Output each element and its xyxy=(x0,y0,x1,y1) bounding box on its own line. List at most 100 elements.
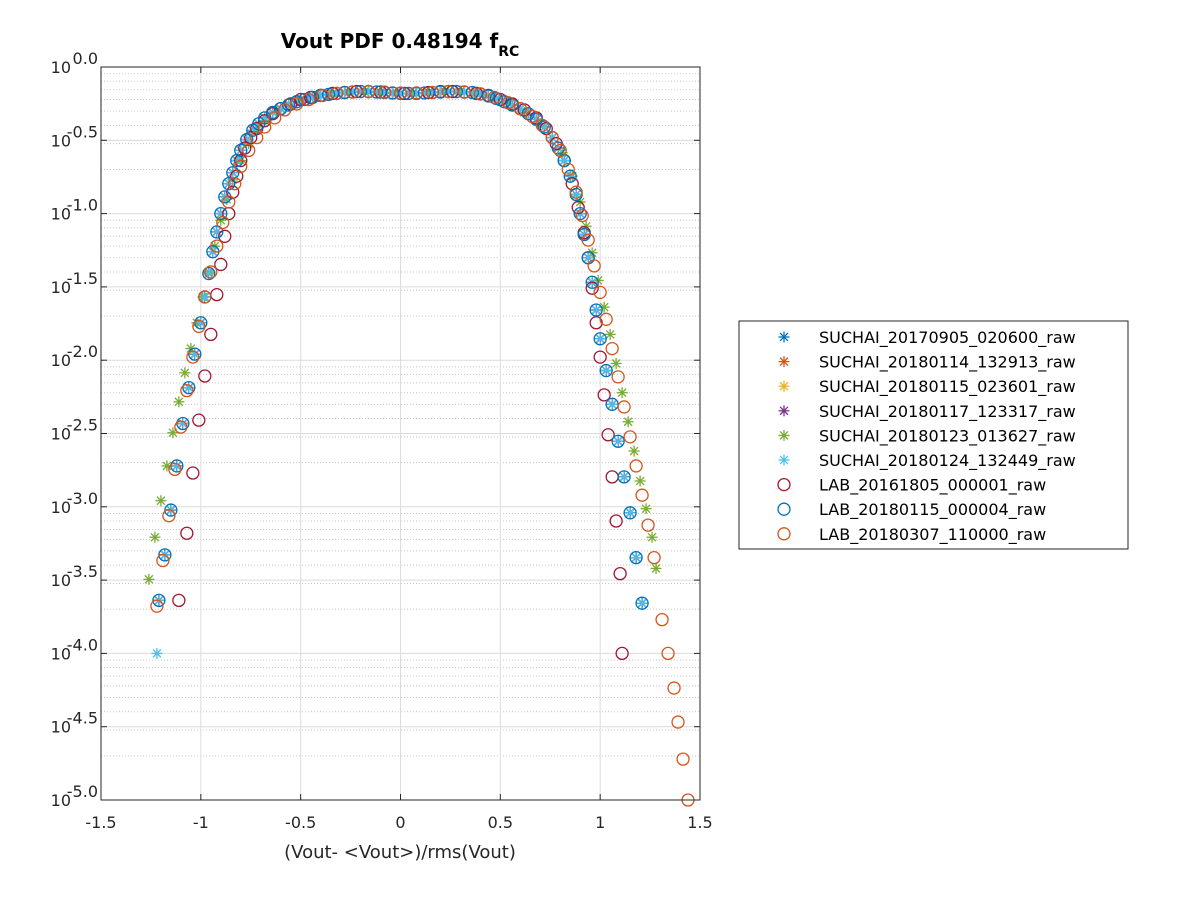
data-point xyxy=(268,111,282,125)
data-point xyxy=(401,86,416,101)
data-point xyxy=(180,383,194,398)
data-point xyxy=(214,257,228,272)
data-point xyxy=(369,85,384,99)
data-point xyxy=(226,166,240,180)
data-point xyxy=(353,84,368,99)
y-tick-exponent: -5.0 xyxy=(67,782,98,801)
data-point xyxy=(599,312,613,326)
y-tick-mantissa: 10 xyxy=(51,425,71,444)
data-point xyxy=(594,333,606,345)
data-point xyxy=(624,507,636,519)
data-point xyxy=(597,388,611,402)
data-point xyxy=(585,275,599,289)
data-point xyxy=(179,367,191,379)
y-tick-mantissa: 10 xyxy=(51,791,71,810)
chart-title-subscript: RC xyxy=(498,44,519,60)
legend-entry: SUCHAI_20180115_023601_raw xyxy=(819,377,1076,397)
data-point xyxy=(234,159,248,174)
data-point xyxy=(393,86,408,100)
data-point xyxy=(613,566,627,581)
data-point xyxy=(606,398,618,410)
data-point xyxy=(210,287,224,302)
legend-marker xyxy=(777,477,791,492)
y-tick-label: 10 xyxy=(51,791,71,810)
data-point xyxy=(617,470,631,484)
data-point xyxy=(282,98,296,112)
data-point xyxy=(587,259,601,273)
data-point xyxy=(176,416,190,431)
data-point xyxy=(623,506,637,520)
data-point xyxy=(192,319,206,334)
x-tick-label: 1.5 xyxy=(687,813,712,832)
y-tick-mantissa: 10 xyxy=(51,718,71,737)
data-point xyxy=(361,84,376,99)
legend-entry: LAB_20161805_000001_raw xyxy=(819,476,1046,496)
data-point xyxy=(593,285,607,300)
data-point xyxy=(623,430,637,444)
data-point xyxy=(650,562,662,574)
y-tick-mantissa: 10 xyxy=(51,571,71,590)
data-point xyxy=(545,130,559,145)
data-point xyxy=(589,303,603,317)
data-point xyxy=(537,120,551,134)
data-point xyxy=(589,316,603,330)
data-point xyxy=(202,266,216,281)
data-point xyxy=(551,141,565,155)
data-point xyxy=(143,573,155,585)
data-point xyxy=(609,514,623,528)
data-point xyxy=(162,509,176,523)
data-point xyxy=(501,96,515,110)
y-tick-label: 10 xyxy=(51,571,71,590)
x-tick-label: -1 xyxy=(193,813,209,832)
data-point xyxy=(188,347,202,361)
data-point xyxy=(174,420,188,434)
x-tick-label: 1 xyxy=(595,813,605,832)
data-point xyxy=(214,206,228,221)
data-point xyxy=(573,206,587,221)
data-point xyxy=(210,225,224,239)
data-point xyxy=(628,445,640,457)
legend: SUCHAI_20170905_020600_raw SUCHAI_2018011… xyxy=(738,320,1129,550)
data-point xyxy=(546,132,558,144)
data-point xyxy=(218,229,232,243)
legend-marker xyxy=(778,454,790,466)
data-point xyxy=(182,380,196,395)
data-point xyxy=(216,215,230,230)
data-point xyxy=(337,85,352,100)
data-point xyxy=(640,503,652,515)
y-tick-label: 10 xyxy=(51,498,71,517)
y-tick-exponent: -3.0 xyxy=(67,489,98,508)
data-point xyxy=(473,87,488,101)
y-tick-exponent: -2.5 xyxy=(67,416,98,435)
data-point xyxy=(599,363,613,378)
data-point xyxy=(575,208,589,223)
y-tick-label: 10 xyxy=(51,351,71,370)
data-point xyxy=(667,681,681,695)
y-tick-label: 10 xyxy=(51,278,71,297)
data-point xyxy=(676,752,690,766)
data-point xyxy=(571,200,585,215)
data-point xyxy=(593,332,607,346)
data-point xyxy=(457,85,472,99)
data-point xyxy=(172,593,186,608)
data-point xyxy=(553,143,567,158)
grid-layer xyxy=(100,66,701,801)
data-point xyxy=(481,89,496,103)
legend-entry: LAB_20180307_110000_raw xyxy=(819,525,1046,545)
data-point xyxy=(622,416,634,428)
legend-entry: LAB_20180115_000004_raw xyxy=(819,500,1046,520)
y-tick-label: 10 xyxy=(51,425,71,444)
y-tick-mantissa: 10 xyxy=(51,131,71,150)
data-point xyxy=(604,328,616,340)
data-point xyxy=(204,265,218,279)
data-point xyxy=(561,162,575,177)
y-tick-exponent: -1.0 xyxy=(67,196,98,215)
data-point xyxy=(150,599,164,613)
x-tick-label: 0 xyxy=(395,813,405,832)
data-point xyxy=(152,593,166,608)
data-point xyxy=(234,153,248,168)
data-point xyxy=(315,88,330,103)
data-point xyxy=(601,428,615,442)
data-point xyxy=(250,130,264,145)
data-point xyxy=(487,90,501,105)
